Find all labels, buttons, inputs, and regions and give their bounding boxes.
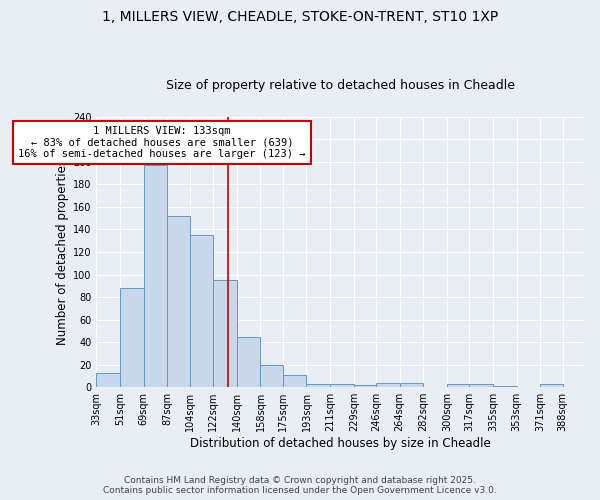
- Bar: [283, 375, 307, 387]
- Text: 1, MILLERS VIEW, CHEADLE, STOKE-ON-TRENT, ST10 1XP: 1, MILLERS VIEW, CHEADLE, STOKE-ON-TRENT…: [102, 10, 498, 24]
- Bar: [96, 372, 120, 387]
- Bar: [167, 216, 190, 387]
- Bar: [400, 382, 424, 387]
- Bar: [541, 384, 563, 387]
- Bar: [190, 235, 213, 387]
- Bar: [376, 382, 400, 387]
- Text: 1 MILLERS VIEW: 133sqm
← 83% of detached houses are smaller (639)
16% of semi-de: 1 MILLERS VIEW: 133sqm ← 83% of detached…: [18, 126, 305, 159]
- Bar: [213, 280, 237, 387]
- Bar: [330, 384, 354, 387]
- Bar: [354, 385, 376, 387]
- Bar: [493, 386, 517, 387]
- Bar: [469, 384, 493, 387]
- Bar: [260, 364, 283, 387]
- Bar: [307, 384, 330, 387]
- Bar: [143, 165, 167, 387]
- Bar: [120, 288, 143, 387]
- Bar: [447, 384, 469, 387]
- Text: Contains HM Land Registry data © Crown copyright and database right 2025.
Contai: Contains HM Land Registry data © Crown c…: [103, 476, 497, 495]
- Title: Size of property relative to detached houses in Cheadle: Size of property relative to detached ho…: [166, 79, 515, 92]
- X-axis label: Distribution of detached houses by size in Cheadle: Distribution of detached houses by size …: [190, 437, 491, 450]
- Y-axis label: Number of detached properties: Number of detached properties: [56, 159, 68, 345]
- Bar: [237, 336, 260, 387]
